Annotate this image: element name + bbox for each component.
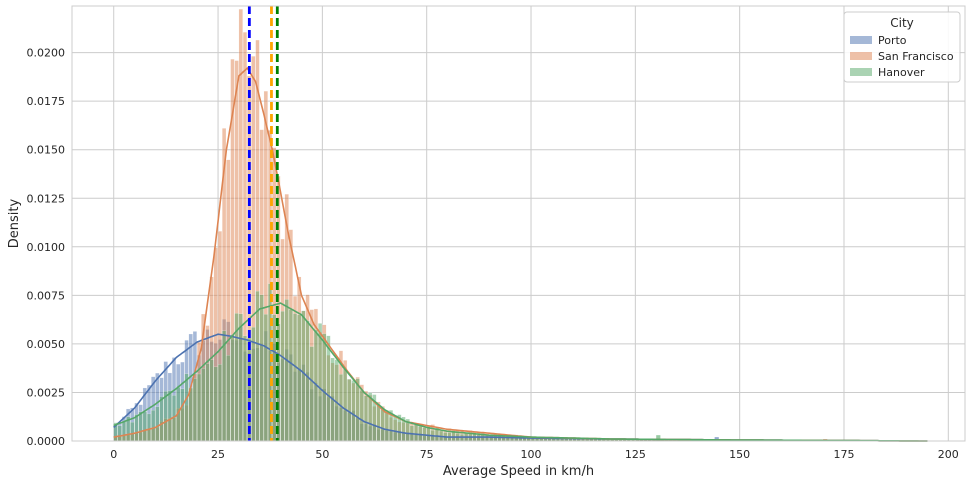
histogram-bar-hanover <box>476 434 481 442</box>
y-tick-label: 0.0125 <box>27 192 66 205</box>
x-tick-label: 50 <box>315 448 329 461</box>
histogram-bar-hanover <box>656 435 661 441</box>
legend-label-porto: Porto <box>878 34 907 47</box>
x-tick-labels: 0 25 50 75 100 125 150 175 200 <box>110 448 959 461</box>
histogram-bar-hanover <box>355 378 360 442</box>
histogram-bar-hanover <box>230 334 235 442</box>
histogram-bar-hanover <box>485 435 489 442</box>
legend-title: City <box>890 16 914 30</box>
histogram-bar-hanover <box>318 323 323 442</box>
histogram-bar-hanover <box>414 423 419 442</box>
histogram-bar-hanover <box>351 380 356 442</box>
x-tick-label: 75 <box>420 448 434 461</box>
y-tick-label: 0.0100 <box>27 241 66 254</box>
y-tick-label: 0.0075 <box>27 289 66 302</box>
histogram-bar-hanover <box>155 406 160 442</box>
histogram-bar-hanover <box>272 314 277 442</box>
histogram-bar-hanover <box>197 373 202 442</box>
histogram-bar-hanover <box>347 379 352 442</box>
histogram-bar-hanover <box>259 294 264 442</box>
histogram-bar-hanover <box>142 411 147 442</box>
y-tick-label: 0.0050 <box>27 338 66 351</box>
histogram-bar-hanover <box>184 373 189 442</box>
histogram-bar-hanover <box>493 435 498 442</box>
histogram-bar-hanover <box>326 335 331 442</box>
legend-label-hanover: Hanover <box>878 66 925 79</box>
legend: City Porto San Francisco Hanover <box>843 11 961 83</box>
histogram-bar-hanover <box>134 414 139 442</box>
histogram-bar-hanover <box>255 291 260 442</box>
histogram-bar-hanover <box>288 309 293 442</box>
x-tick-label: 125 <box>625 448 646 461</box>
histogram-bar-hanover <box>188 387 193 442</box>
histogram-bar-hanover <box>238 313 243 442</box>
histogram-bar-porto <box>714 437 719 441</box>
histogram-bar-hanover <box>297 314 302 442</box>
histogram-bar-hanover <box>384 411 389 442</box>
mean-lines <box>247 6 279 441</box>
legend-label-san-francisco: San Francisco <box>878 50 954 63</box>
histogram-bar-hanover <box>201 368 206 442</box>
histogram-bar-hanover <box>226 355 231 442</box>
histogram-bar-hanover <box>151 410 156 442</box>
y-axis-label: Density <box>7 198 22 248</box>
y-tick-label: 0.0200 <box>27 47 66 60</box>
histogram-bar-hanover <box>293 313 298 442</box>
histogram-bar-hanover <box>322 333 327 442</box>
histogram-bar-hanover <box>121 421 126 442</box>
x-tick-label: 150 <box>729 448 750 461</box>
histogram-bar-hanover <box>147 413 151 442</box>
histogram-bar-hanover <box>247 337 252 442</box>
y-tick-label: 0.0000 <box>27 435 66 448</box>
histogram-bar-hanover <box>393 415 398 442</box>
histogram-bar-hanover <box>242 335 247 442</box>
histogram-bar-hanover <box>209 359 214 442</box>
legend-entries: Porto San Francisco Hanover <box>850 34 954 79</box>
histogram-bar-hanover <box>359 390 364 442</box>
histogram-bar-hanover <box>280 311 285 442</box>
y-tick-label: 0.0150 <box>27 144 66 157</box>
histogram-bar-hanover <box>251 327 256 442</box>
histogram-bar-hanover <box>284 299 289 442</box>
histogram-bar-hanover <box>305 320 310 442</box>
x-axis-label: Average Speed in km/h <box>443 464 594 479</box>
y-tick-label: 0.0025 <box>27 386 66 399</box>
histogram-bar-hanover <box>192 378 197 442</box>
plot-frame <box>71 5 966 442</box>
x-tick-label: 25 <box>211 448 225 461</box>
legend-swatch-porto <box>850 36 872 44</box>
x-tick-label: 200 <box>938 448 959 461</box>
legend-box <box>843 11 961 83</box>
x-tick-label: 175 <box>833 448 854 461</box>
histogram-bar-hanover <box>213 366 218 442</box>
histogram-bar-hanover <box>130 421 135 442</box>
histogram-bar-hanover <box>217 364 222 442</box>
histogram-bar-hanover <box>376 404 381 442</box>
histogram-bar-hanover <box>205 363 210 442</box>
histogram-bar-hanover <box>301 310 306 442</box>
x-tick-label: 0 <box>110 448 117 461</box>
histogram-bar-hanover <box>334 359 339 442</box>
histogram-bar-hanover <box>163 391 168 442</box>
histogram-bar-hanover <box>167 390 172 442</box>
histogram-bar-hanover <box>263 314 268 442</box>
histogram-bar-hanover <box>117 425 122 442</box>
histogram-bar-hanover <box>138 411 143 442</box>
histogram-bar-hanover <box>159 396 164 442</box>
histogram-bar-hanover <box>380 409 385 442</box>
y-tick-label: 0.0175 <box>27 95 66 108</box>
y-tick-labels: 0.0000 0.0025 0.0050 0.0075 0.0100 0.0125 0.01… <box>27 47 66 448</box>
histogram-bar-hanover <box>343 368 348 442</box>
x-tick-label: 100 <box>521 448 542 461</box>
histogram-bar-hanover <box>364 395 368 442</box>
histogram-bar-hanover <box>180 388 185 442</box>
legend-swatch-san-francisco <box>850 52 872 60</box>
histogram-bar-hanover <box>418 424 423 442</box>
legend-swatch-hanover <box>850 68 872 76</box>
histogram-bar-hanover <box>309 346 314 442</box>
